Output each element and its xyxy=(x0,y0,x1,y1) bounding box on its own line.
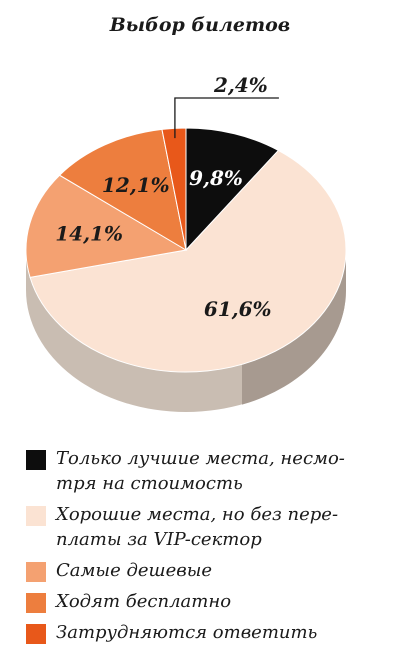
legend-label: платы за VIP-сектор xyxy=(56,529,262,550)
legend-label: тря на стоимость xyxy=(56,473,243,494)
pie-slice xyxy=(29,149,347,373)
pie-chart: 9,8% 61,6% 14,1% 12,1% 2,4% xyxy=(25,73,347,412)
pie-slice-label: 61,6% xyxy=(204,297,272,321)
legend-label: Самые дешевые xyxy=(56,560,213,581)
pie-side-shade xyxy=(242,250,347,405)
pie-slice-label: 14,1% xyxy=(55,222,123,246)
pie-slices xyxy=(25,127,347,412)
legend-swatch xyxy=(26,624,46,644)
pie-leader-line xyxy=(174,97,279,139)
legend-item: Самые дешевые xyxy=(26,558,386,583)
pie-slice xyxy=(185,127,280,252)
chart-title: Выбор билетов xyxy=(109,14,291,36)
legend-label: Ходят бесплатно xyxy=(56,591,232,612)
pie-slice-label: 2,4% xyxy=(213,73,268,97)
legend-swatch xyxy=(26,450,46,470)
pie-slice xyxy=(161,127,187,251)
pie-slice xyxy=(25,174,188,278)
legend-swatch xyxy=(26,506,46,526)
pie-slice-label: 9,8% xyxy=(189,166,243,190)
pie-slice-label: 12,1% xyxy=(102,173,170,197)
legend-swatch xyxy=(26,593,46,613)
legend-label: Только лучшие места, несмо- xyxy=(56,448,345,469)
legend-item: Хорошие места, но без пере-платы за VIP-… xyxy=(26,502,386,552)
pie-labels: 9,8% 61,6% 14,1% 12,1% 2,4% xyxy=(55,73,279,321)
legend: Только лучшие места, несмо-тря на стоимо… xyxy=(26,446,386,651)
legend-swatch xyxy=(26,562,46,582)
legend-item: Ходят бесплатно xyxy=(26,589,386,614)
pie-slice xyxy=(58,128,187,252)
legend-label: Затрудняются ответить xyxy=(56,622,318,643)
legend-label: Хорошие места, но без пере- xyxy=(56,504,339,525)
legend-item: Затрудняются ответить xyxy=(26,620,386,645)
legend-item: Только лучшие места, несмо-тря на стоимо… xyxy=(26,446,386,496)
